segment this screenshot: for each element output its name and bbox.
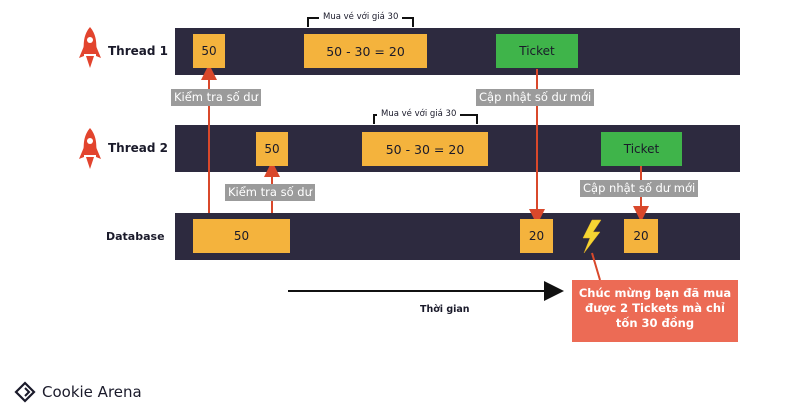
- thread2-calc-box: 50 - 30 = 20: [362, 132, 488, 166]
- thread2-update-note: Cập nhật số dư mới: [580, 180, 699, 197]
- thread2-balance-box: 50: [256, 132, 288, 166]
- thread1-balance-box: 50: [193, 34, 225, 68]
- thread1-calc-box: 50 - 30 = 20: [304, 34, 427, 68]
- database-after-t2-box: 20: [624, 219, 658, 253]
- cookie-arena-logo-icon: [14, 381, 36, 403]
- thread2-buy-note: Mua vé với giá 30: [377, 109, 461, 119]
- thread2-label: Thread 2: [108, 141, 168, 155]
- database-initial-box: 50: [193, 219, 290, 253]
- thread1-update-note: Cập nhật số dư mới: [476, 89, 595, 106]
- thread1-buy-note: Mua vé với giá 30: [319, 12, 403, 22]
- timeline-label: Thời gian: [420, 304, 470, 315]
- thread2-check-note: Kiểm tra số dư: [225, 184, 315, 201]
- callout-line1: Chúc mừng bạn đã mua: [578, 286, 732, 300]
- callout-line2: được 2 Tickets mà chỉ: [585, 301, 725, 315]
- thread1-ticket-box: Ticket: [496, 34, 578, 68]
- thread1-check-note: Kiểm tra số dư: [171, 89, 261, 106]
- thread2-ticket-box: Ticket: [601, 132, 682, 166]
- thread1-lane: [175, 28, 740, 75]
- callout-line3: tốn 30 đồng: [615, 316, 695, 330]
- callout-connector: [591, 252, 601, 281]
- brand-name: Cookie Arena: [42, 383, 142, 401]
- rocket-icon: [79, 128, 101, 169]
- database-after-t1-box: 20: [520, 219, 553, 253]
- result-callout: Chúc mừng bạn đã mua được 2 Tickets mà c…: [572, 280, 738, 342]
- database-label: Database: [106, 230, 165, 243]
- thread1-label: Thread 1: [108, 44, 168, 58]
- lightning-icon: [582, 219, 602, 254]
- brand-logo: Cookie Arena: [14, 381, 142, 403]
- rocket-icon: [79, 27, 101, 68]
